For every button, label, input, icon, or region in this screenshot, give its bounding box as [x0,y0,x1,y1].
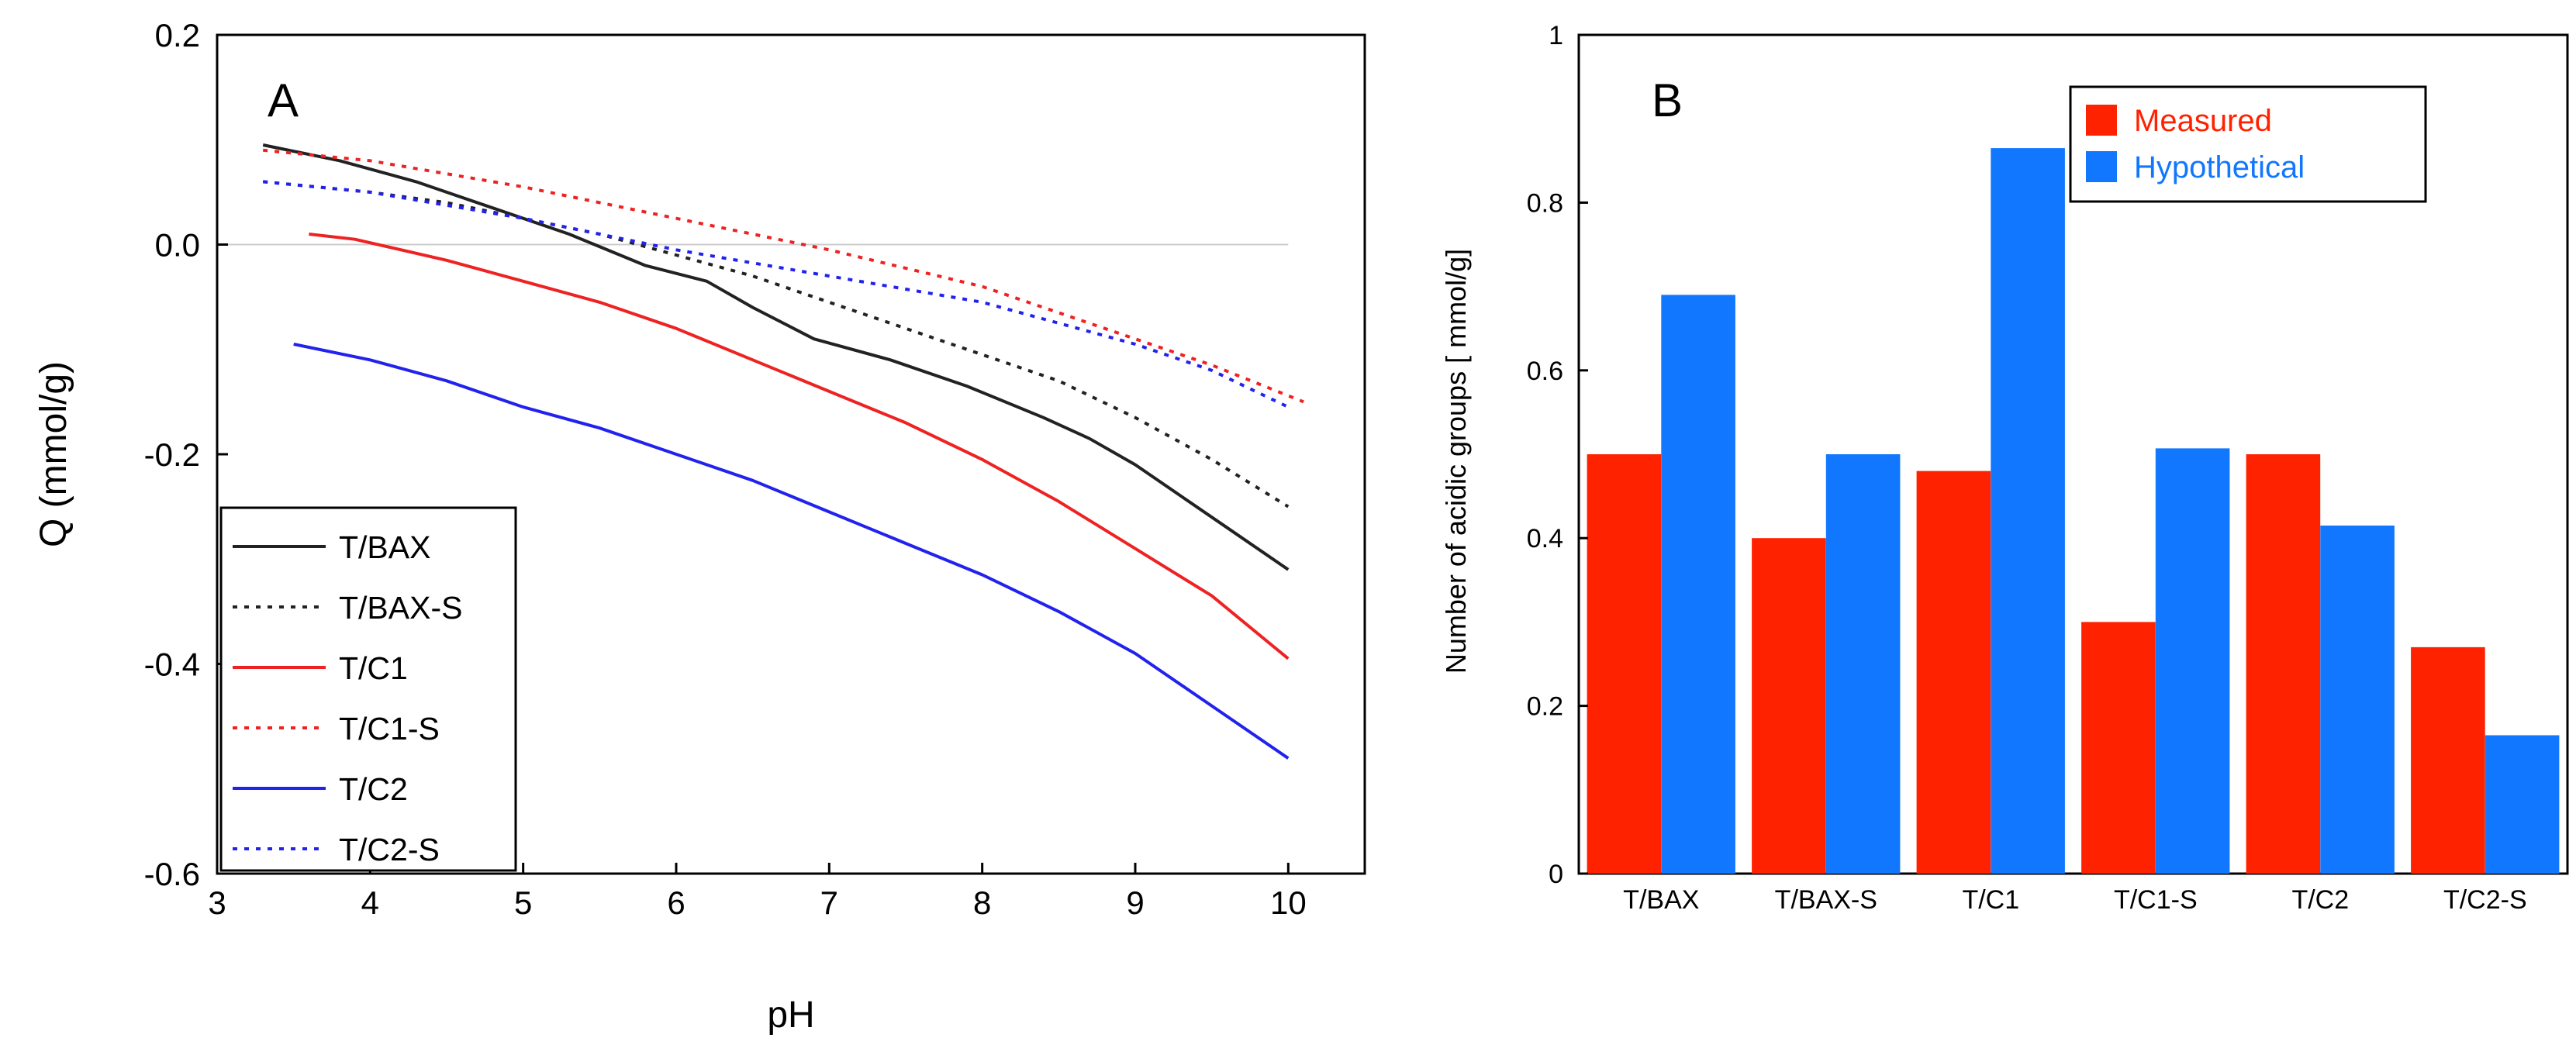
legend-label: T/C1-S [339,711,440,746]
x-tick-label: 9 [1126,884,1144,921]
x-tick-label: 10 [1270,884,1307,921]
panel-a-legend: T/BAX T/BAX-S T/C1 T/C1-S T/C2 T/C2-S [219,506,517,872]
legend-swatch-hypothetical [2086,151,2117,182]
category-tick-label: T/C1-S [2114,885,2198,915]
y-tick-label: 1 [1549,21,1563,50]
category-tick-label: T/C1 [1962,885,2019,915]
y-tick-label: -0.2 [144,436,200,473]
y-tick-label: 0 [1549,860,1563,889]
legend-label-measured: Measured [2134,104,2272,138]
panel-b-chart: T/BAX T/BAX-S T/C1 T/C1-S T/C2 T/C2-S 0 0.2 0.4 0… [1440,21,2569,915]
panel-b-letter: B [1652,74,1683,126]
bar-hypothetical-t-bax [1661,295,1735,874]
series-line-t-c2-s [263,180,1290,409]
panel-a-x-axis-label: pH [767,995,814,1036]
series-line-t-c1 [309,233,1290,660]
series-line-t-c1-s [263,148,1304,404]
bar-hypothetical-t-c2-s [2484,735,2560,874]
bar-measured-t-c2-s [2411,646,2485,874]
legend-swatch-measured [2086,105,2117,136]
category-tick-label: T/BAX [1623,885,1699,915]
panel-b-legend-box [2069,85,2427,203]
x-tick-label: 5 [514,884,532,921]
panel-b-bars-group [1587,148,2560,874]
bar-hypothetical-t-c1 [1991,148,2065,874]
series-line-t-c2 [293,343,1290,760]
bar-hypothetical-t-c1-s [2155,448,2230,874]
bar-hypothetical-t-bax-s [1825,454,1901,874]
y-tick-label: -0.6 [144,856,200,892]
x-tick-label: 4 [361,884,379,921]
bar-measured-t-bax-s [1752,538,1826,874]
x-tick-label: 3 [208,884,226,921]
panel-a-letter: A [268,74,299,126]
bar-measured-t-c2 [2246,454,2321,874]
legend-label: T/C2 [339,771,408,807]
panel-a-legend-box [219,506,517,872]
panel-b-y-axis-label: Number of acidic groups [ mmol/g] [1440,249,1472,674]
category-tick-label: T/BAX-S [1775,885,1877,915]
panel-a-y-axis-label: Q (mmol/g) [33,361,74,547]
legend-label-hypothetical: Hypothetical [2134,150,2305,184]
x-tick-label: 6 [667,884,685,921]
y-tick-label: 0.0 [155,227,200,264]
legend-label: T/BAX [339,529,430,565]
panel-b-plot-frame [1577,33,2569,875]
bar-measured-t-c1-s [2081,622,2156,874]
y-tick-label: 0.8 [1527,188,1563,218]
y-tick-label: 0.2 [155,17,200,53]
y-tick-label: 0.6 [1527,357,1563,386]
panel-b-legend: Measured Hypothetical [2069,85,2427,203]
x-tick-label: 8 [973,884,991,921]
y-tick-label: 0.2 [1527,692,1563,722]
panel-b-axis-ticks: T/BAX T/BAX-S T/C1 T/C1-S T/C2 T/C2-S 0 0.2 0.4 0… [1527,21,2527,915]
x-tick-label: 7 [820,884,838,921]
panel-a-chart: 3 4 5 6 7 8 9 10 -0.6 -0.4 -0.2 0.0 0.2 A pH Q (mmol… [33,17,1366,1036]
legend-label: T/BAX-S [339,590,462,626]
bar-hypothetical-t-c2 [2320,526,2395,874]
category-tick-label: T/C2-S [2443,885,2527,915]
panel-a-axis-ticks: 3 4 5 6 7 8 9 10 -0.6 -0.4 -0.2 0.0 0.2 [144,17,1307,921]
y-tick-label: -0.4 [144,646,200,683]
panel-a-series-group [262,143,1304,760]
y-tick-label: 0.4 [1527,524,1563,553]
legend-label: T/C1 [339,650,408,686]
bar-measured-t-c1 [1916,471,1991,874]
category-tick-label: T/C2 [2291,885,2349,915]
bar-measured-t-bax [1587,454,1662,874]
series-line-t-bax-s [263,180,1290,509]
legend-label: T/C2-S [339,832,440,867]
series-line-t-bax [262,143,1290,571]
